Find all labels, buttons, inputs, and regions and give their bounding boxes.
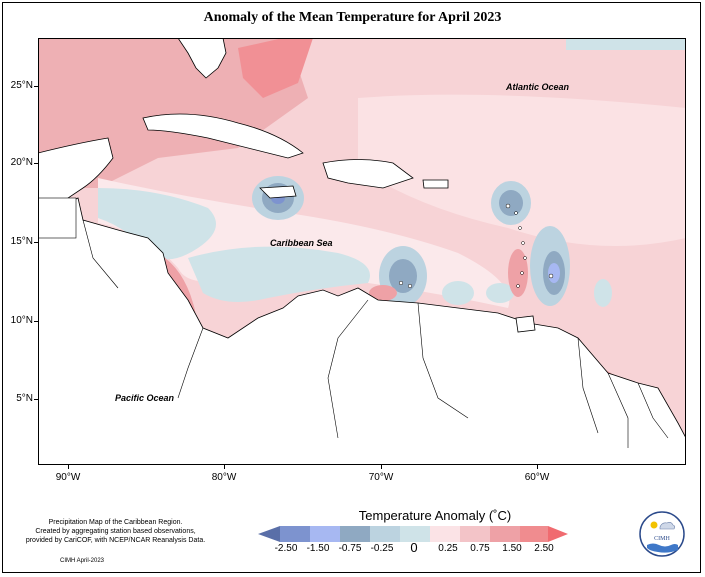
land-hispaniola [322,159,414,189]
cool-region-west [98,188,216,260]
label-atlantic-ocean: Atlantic Ocean [506,82,570,92]
island-curacao [407,283,413,289]
lat-tickmark-20 [34,163,38,164]
lon-tick-60: 60°W [524,472,550,483]
lon-tick-70: 70°W [368,472,394,483]
lon-tick-80: 80°W [211,472,237,483]
lat-tick-20: 20°N [10,157,33,168]
legend-swatch-5 [400,526,430,542]
legend-tick-7: 1.50 [502,543,522,554]
legend-swatch-6 [430,526,460,542]
cool-spot-small-2 [486,283,514,303]
legend-title: Temperature Anomaly (˚C) [358,508,512,523]
warm-spot-guajira [369,285,397,301]
anomaly-map [38,38,686,465]
legend-tick-8: 2.50 [534,543,554,554]
map-svg [38,38,686,465]
warm-spot-windward [508,249,528,297]
legend-swatch-4 [370,526,400,542]
cool-strip-northeast [566,38,686,50]
island-aruba [398,280,404,286]
land-trinidad [515,315,536,333]
sun-icon [650,521,658,529]
island-3 [518,226,522,230]
lon-tickmark-90 [68,465,69,469]
legend-tick-5: 0.25 [438,543,458,554]
borders-group [82,219,669,448]
lat-tick-15: 15°N [10,236,33,247]
island-6 [520,271,524,275]
lat-tick-25: 25°N [10,80,33,91]
legend-swatch-9 [520,526,548,542]
border-1 [417,302,469,419]
lat-tickmark-5 [34,399,38,400]
land-yucatan [38,137,114,217]
land-puerto-rico [422,179,449,189]
caption-line-3: provided by CariCOF, with NCEP/NCAR Rean… [25,537,206,544]
legend-tick-2: -0.75 [338,543,362,554]
land-florida [177,38,227,79]
land-cuba [142,113,304,159]
wave-icon [647,543,678,553]
island-1 [505,203,511,209]
cool-spot-small-3 [594,279,612,307]
border-7 [82,219,119,289]
island-2 [514,211,518,215]
legend-tick-4: 0 [410,540,418,555]
lat-tickmark-10 [34,321,38,322]
hot-spot-bahamas [238,38,313,98]
map-border [38,38,686,465]
legend-swatch-0 [258,526,280,542]
logo-text: CIMH [654,536,670,542]
legend-tick-6: 0.75 [470,543,490,554]
lon-tick-90: 90°W [55,472,81,483]
legend-swatch-3 [340,526,370,542]
cool-spot-small-1 [442,281,474,305]
lon-tickmark-80 [224,465,225,469]
lat-tick-5: 5°N [16,393,33,404]
border-5 [637,382,669,439]
legend-swatch-2 [310,526,340,542]
legend-tick-3: -0.25 [370,543,394,554]
landmass-group [38,38,686,465]
map-title: Anomaly of the Mean Temperature for Apri… [203,10,502,25]
legend-tick-1: -1.50 [306,543,330,554]
land-jamaica [259,185,297,199]
cool-spot-barbados-core [548,263,560,283]
label-caribbean-sea: Caribbean Sea [270,238,333,248]
lat-tickmark-15 [34,242,38,243]
mild-region-atlantic [358,94,686,246]
lon-tickmark-70 [381,465,382,469]
cool-region-central [188,246,370,302]
lon-tickmark-60 [537,465,538,469]
land-mainland [38,197,686,465]
lat-tickmark-25 [34,86,38,87]
caption-line-2: Created by aggregating station based obs… [35,528,196,535]
lesser-antilles [398,203,554,289]
border-4 [607,372,629,448]
legend-tick-0: -2.50 [274,543,298,554]
legend-swatch-7 [460,526,490,542]
caption-line-1: Precipitation Map of the Caribbean Regio… [48,519,183,526]
legend-swatch-1 [280,526,310,542]
border-3 [577,337,599,434]
island-4 [521,241,525,245]
land-belize-area [38,197,77,239]
island-barbados [548,273,554,279]
island-7 [516,284,520,288]
legend-colorbar [258,526,568,542]
cimh-logo: CIMH [639,511,685,557]
map-credit: CIMH April-2023 [60,558,105,564]
border-6 [177,327,204,399]
island-5 [523,256,527,260]
label-pacific-ocean: Pacific Ocean [115,393,175,403]
legend-swatch-10 [548,526,568,542]
lat-tick-10: 10°N [10,315,33,326]
cool-spot-leeward-inner [499,190,523,216]
legend-swatch-8 [490,526,520,542]
map-caption: Precipitation Map of the Caribbean Regio… [8,518,223,545]
border-2 [327,299,369,439]
cloud-icon [659,522,676,530]
